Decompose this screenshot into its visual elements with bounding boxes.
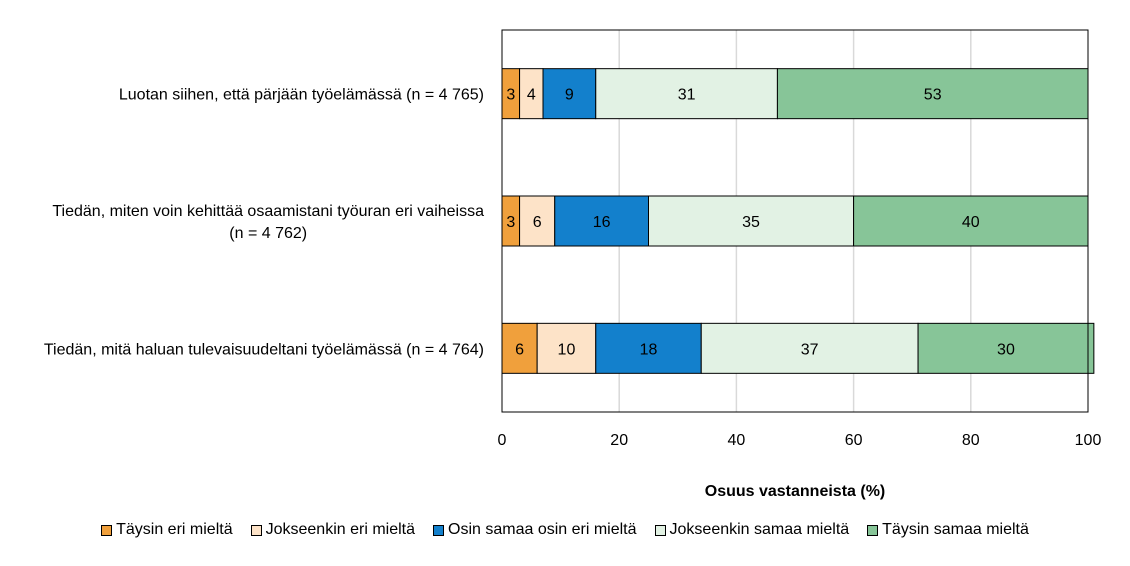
data-label: 16 xyxy=(593,214,611,231)
category-label: Tiedän, miten voin kehittää osaamistani … xyxy=(52,203,484,242)
data-label: 37 xyxy=(801,341,819,358)
legend-swatch xyxy=(433,524,444,536)
legend-item: Jokseenkin samaa mieltä xyxy=(654,521,850,539)
legend-swatch xyxy=(250,524,262,536)
plot-frame xyxy=(501,29,1089,413)
legend-label: Osin samaa osin eri mieltä xyxy=(448,521,637,538)
x-tick-label: 100 xyxy=(1075,432,1102,449)
legend-item: Täysin eri mieltä xyxy=(101,521,233,539)
bar-segment xyxy=(595,322,702,374)
x-axis-title: Osuus vastanneista (%) xyxy=(705,483,886,500)
bar-segment xyxy=(519,195,556,247)
category-label: Tiedän, mitä haluan tulevaisuudeltani ty… xyxy=(44,341,484,358)
x-tick-label: 80 xyxy=(962,432,980,449)
bar-segment xyxy=(853,195,1089,247)
x-tick-label: 0 xyxy=(498,432,507,449)
bar-segment xyxy=(554,195,649,247)
bar-segment xyxy=(648,195,855,247)
data-label: 30 xyxy=(997,341,1015,358)
data-label: 6 xyxy=(515,341,524,358)
category-label: Luotan siihen, että pärjään työelämässä … xyxy=(119,87,484,104)
data-label: 53 xyxy=(924,87,942,104)
data-label: 4 xyxy=(527,87,536,104)
legend: Täysin eri mieltä Jokseenkin eri mieltä Os… xyxy=(0,521,1130,539)
data-label: 35 xyxy=(742,214,760,231)
x-tick-labels: 0 20 40 60 80 100 xyxy=(498,432,1102,449)
legend-label: Täysin eri mieltä xyxy=(116,521,233,538)
legend-swatch xyxy=(654,524,666,536)
data-label: 18 xyxy=(640,341,658,358)
legend-item: Täysin samaa mieltä xyxy=(867,521,1029,539)
bar-segment xyxy=(700,322,919,374)
x-tick-label: 60 xyxy=(845,432,863,449)
bar-segment xyxy=(595,68,778,120)
data-label: 6 xyxy=(533,214,542,231)
legend-label: Täysin samaa mieltä xyxy=(882,521,1029,538)
data-label: 3 xyxy=(506,87,515,104)
bar-segment xyxy=(776,68,1089,120)
legend-swatch xyxy=(867,524,879,536)
data-label: 3 xyxy=(506,214,515,231)
data-label: 10 xyxy=(558,341,576,358)
data-label: 40 xyxy=(962,214,980,231)
legend-item: Jokseenkin eri mieltä xyxy=(250,521,415,539)
x-tick-label: 20 xyxy=(610,432,628,449)
bar-segment xyxy=(536,322,597,374)
bar-segment xyxy=(917,322,1095,374)
data-label: 31 xyxy=(678,87,696,104)
legend-label: Jokseenkin samaa mieltä xyxy=(669,521,850,538)
legend-item: Osin samaa osin eri mieltä xyxy=(433,521,637,539)
bars: 3 4 9 31 533 6 16 35 406 10 18 37 30 xyxy=(501,68,1095,374)
legend-label: Jokseenkin eri mieltä xyxy=(265,521,415,538)
x-tick-label: 40 xyxy=(728,432,746,449)
legend-swatch xyxy=(101,524,113,536)
data-label: 9 xyxy=(565,87,574,104)
category-labels: Luotan siihen, että pärjään työelämässä … xyxy=(44,87,484,359)
